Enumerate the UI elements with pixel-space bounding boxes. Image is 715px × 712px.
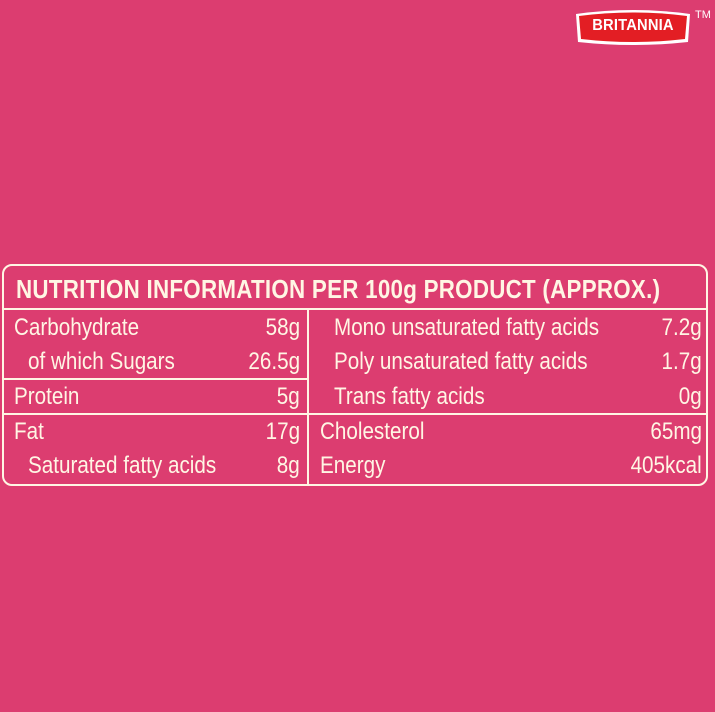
row-value-poly-unsaturated: 1.7g — [661, 348, 702, 375]
row-value-mono-unsaturated: 7.2g — [661, 314, 702, 341]
row-value-trans-fat: 0g — [679, 383, 702, 410]
nutrition-table-title: NUTRITION INFORMATION PER 100g PRODUCT (… — [16, 274, 661, 304]
row-label-fat: Fat — [14, 418, 44, 445]
logo-text: BRITANNIA — [592, 17, 674, 34]
row-value-sugars: 26.5g — [248, 348, 300, 375]
row-value-carbohydrate: 58g — [265, 314, 300, 341]
left-row-divider — [4, 378, 308, 380]
row-label-mono-unsaturated: Mono unsaturated fatty acids — [334, 314, 600, 341]
britannia-logo: BRITANNIA — [572, 8, 694, 48]
right-row-divider — [307, 413, 706, 415]
left-row-divider — [4, 413, 308, 415]
row-value-cholesterol: 65mg — [650, 418, 702, 445]
row-label-cholesterol: Cholesterol — [320, 418, 425, 445]
row-label-sugars: of which Sugars — [28, 348, 175, 375]
row-label-trans-fat: Trans fatty acids — [334, 383, 485, 410]
row-label-energy: Energy — [320, 452, 386, 479]
row-value-energy: 405kcal — [630, 452, 702, 479]
nutrition-table: NUTRITION INFORMATION PER 100g PRODUCT (… — [2, 264, 708, 486]
row-label-protein: Protein — [14, 383, 80, 410]
row-value-fat: 17g — [265, 418, 300, 445]
row-value-protein: 5g — [277, 383, 300, 410]
row-label-poly-unsaturated: Poly unsaturated fatty acids — [334, 348, 588, 375]
header-divider — [4, 308, 706, 310]
row-label-carbohydrate: Carbohydrate — [14, 314, 140, 341]
trademark-symbol: TM — [695, 9, 711, 21]
column-divider — [307, 308, 309, 484]
logo-badge — [576, 10, 690, 45]
row-label-saturated-fat: Saturated fatty acids — [28, 452, 217, 479]
row-value-saturated-fat: 8g — [277, 452, 300, 479]
